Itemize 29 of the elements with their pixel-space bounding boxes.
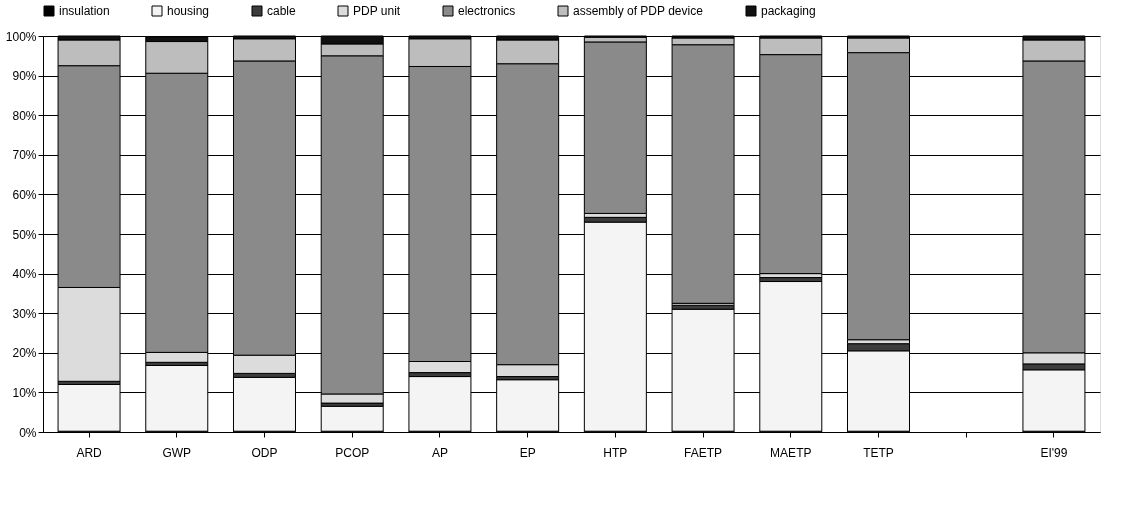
legend-label: housing [167,4,210,18]
y-tick-label: 10% [12,385,37,400]
y-tick-label: 90% [12,69,37,84]
x-tick-label: AP [431,445,448,460]
legend-label: cable [267,4,297,18]
x-tick-label: ARD [76,445,103,460]
y-tick-label: 40% [12,267,37,282]
legend-label: electronics [458,4,516,18]
x-tick-label: GWP [162,445,192,460]
x-tick-label: PCOP [335,445,370,460]
legend-label: insulation [59,4,110,18]
legend-label: packaging [761,4,816,18]
x-tick-label: MAETP [770,445,812,460]
y-tick-label: 20% [12,346,37,361]
y-tick-label: 80% [12,108,37,123]
legend-label: PDP unit [353,4,401,18]
x-tick-label: HTP [603,445,628,460]
y-tick-label: 0% [19,425,37,440]
legend-label: assembly of PDP device [573,4,704,18]
x-tick-label: TETP [863,445,894,460]
y-tick-label: 100% [5,29,37,44]
x-tick-label: EP [519,445,536,460]
y-tick-label: 70% [12,148,37,163]
x-tick-label: ODP [251,445,278,460]
x-tick-label: FAETP [684,445,723,460]
y-tick-label: 30% [12,306,37,321]
x-tick-label: EI'99 [1040,445,1068,460]
y-tick-label: 50% [12,227,37,242]
y-tick-label: 60% [12,187,37,202]
